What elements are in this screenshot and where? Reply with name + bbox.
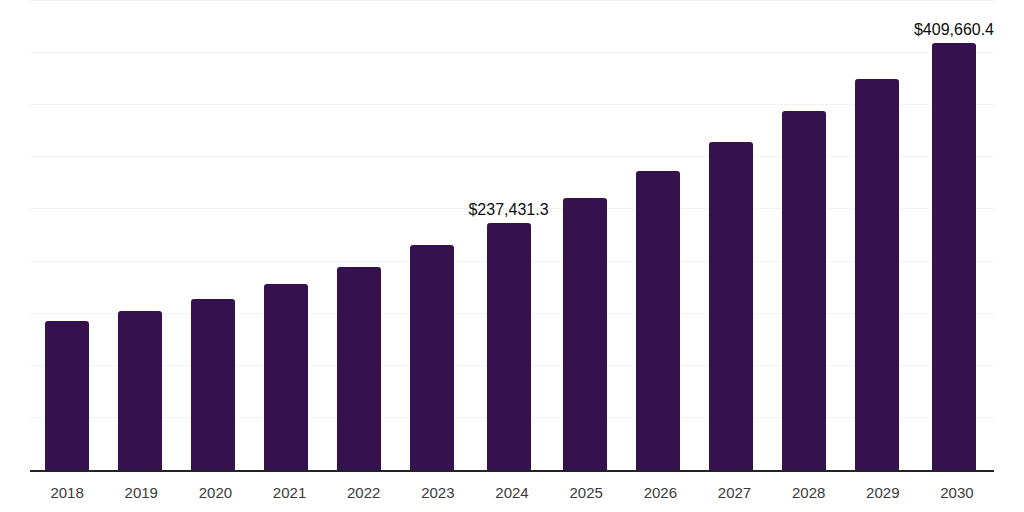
x-tick-2019: 2019 (104, 472, 178, 501)
bar-2028[interactable] (782, 111, 826, 470)
bar-2026[interactable] (636, 171, 680, 470)
bar-chart: $237,431.3$409,660.4 2018201920202021202… (0, 0, 1024, 512)
x-tick-2018: 2018 (30, 472, 104, 501)
bar-column-2027 (695, 1, 768, 470)
bar-column-2021 (249, 1, 322, 470)
bar-column-2025 (549, 1, 622, 470)
x-tick-2028: 2028 (772, 472, 846, 501)
bar-column-2026 (622, 1, 695, 470)
x-tick-2030: 2030 (920, 472, 994, 501)
bar-2024[interactable] (487, 223, 531, 470)
x-tick-2025: 2025 (549, 472, 623, 501)
x-tick-2027: 2027 (697, 472, 771, 501)
bar-2022[interactable] (337, 267, 381, 470)
x-tick-2022: 2022 (327, 472, 401, 501)
bar-column-2023 (395, 1, 468, 470)
bar-column-2024: $237,431.3 (468, 1, 548, 470)
bar-column-2030: $409,660.4 (914, 1, 994, 470)
bar-column-2028 (768, 1, 841, 470)
value-label-2024: $237,431.3 (468, 200, 548, 219)
x-tick-2026: 2026 (623, 472, 697, 501)
bar-2018[interactable] (45, 321, 89, 470)
bar-column-2022 (322, 1, 395, 470)
x-tick-2021: 2021 (252, 472, 326, 501)
bar-2029[interactable] (855, 79, 899, 470)
bar-2019[interactable] (118, 311, 162, 470)
bar-column-2029 (841, 1, 914, 470)
x-tick-2023: 2023 (401, 472, 475, 501)
x-tick-2020: 2020 (178, 472, 252, 501)
bar-2030[interactable] (932, 43, 976, 470)
x-axis-labels: 2018201920202021202220232024202520262027… (30, 472, 994, 501)
bar-column-2018 (30, 1, 103, 470)
bar-column-2019 (103, 1, 176, 470)
bar-2027[interactable] (709, 142, 753, 470)
x-tick-2029: 2029 (846, 472, 920, 501)
bar-2021[interactable] (264, 284, 308, 470)
bar-2020[interactable] (191, 299, 235, 470)
plot-area: $237,431.3 $409,660.4 (30, 1, 994, 472)
bar-column-2020 (176, 1, 249, 470)
bars-container: $237,431.3 $409,660.4 (30, 1, 994, 470)
bar-2023[interactable] (410, 245, 454, 470)
value-label-2030: $409,660.4 (914, 20, 994, 39)
bar-2025[interactable] (563, 198, 607, 470)
x-tick-2024: 2024 (475, 472, 549, 501)
